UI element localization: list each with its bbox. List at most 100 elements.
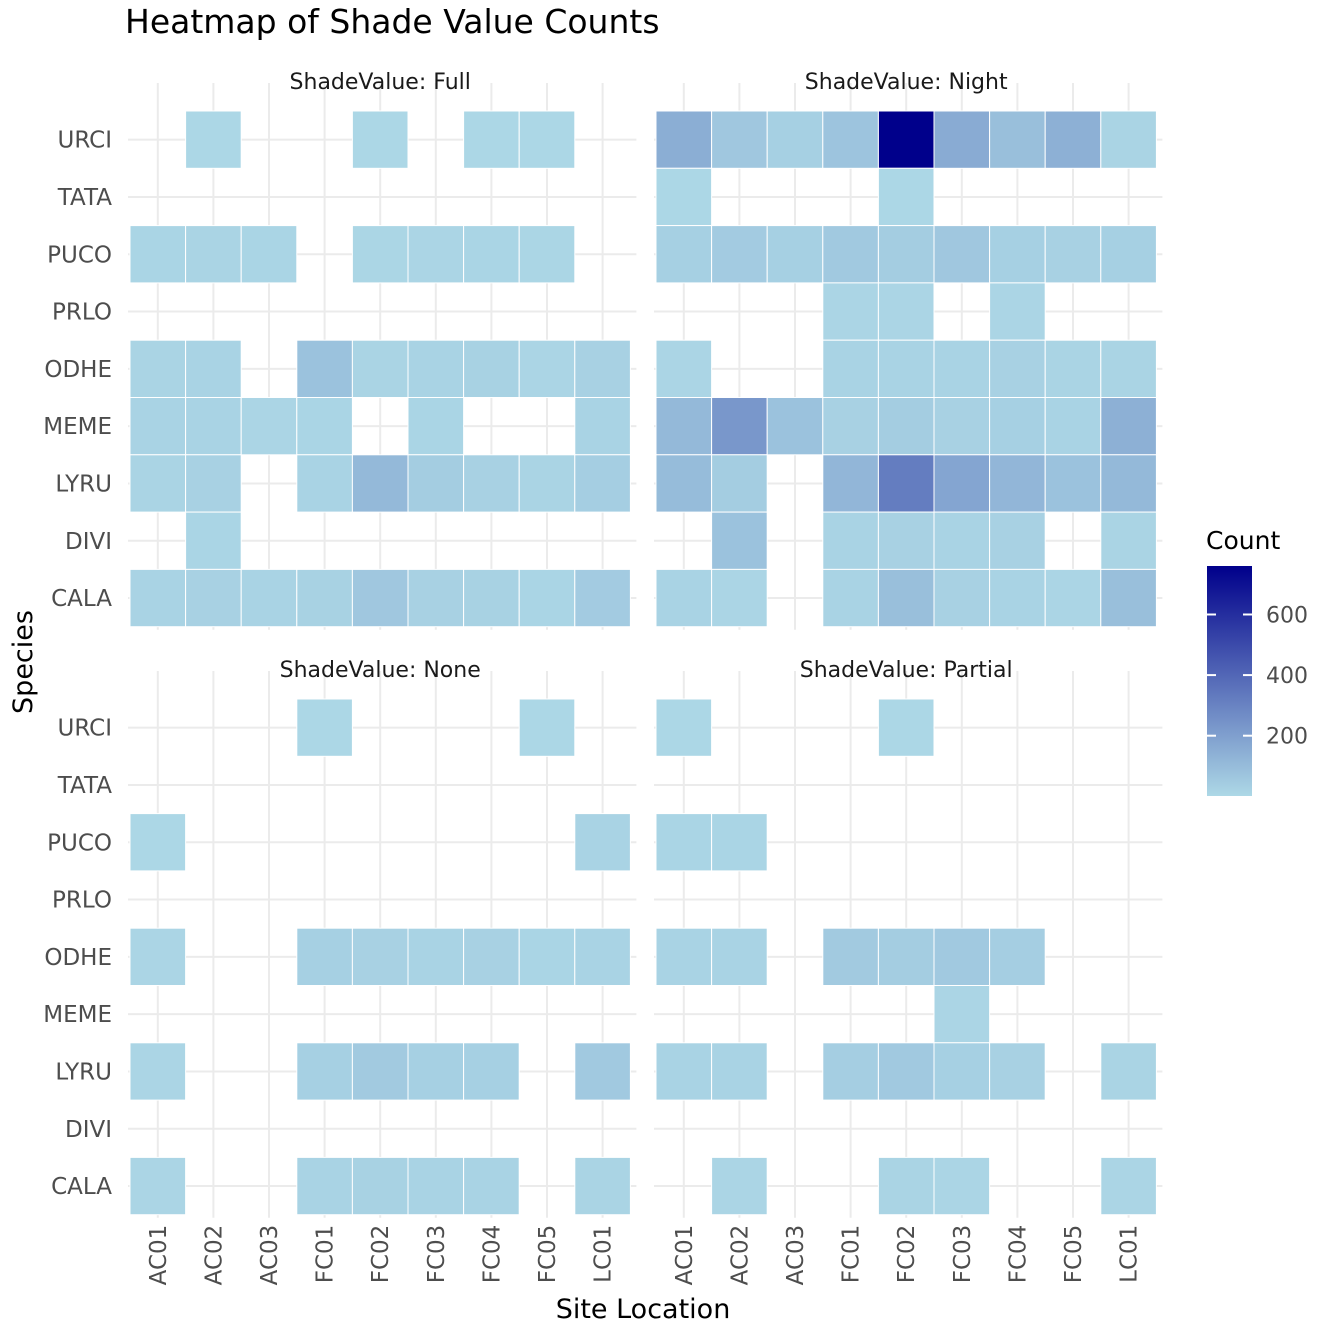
heatmap-cell: LYRU / LC01: 55 <box>574 1042 631 1101</box>
y-tick-label: PRLO <box>52 300 112 326</box>
heatmap-cell: PRLO / FC04: 10 <box>989 282 1046 341</box>
heatmap-cell: CALA / FC03: 20 <box>407 1156 465 1216</box>
heatmap-cell: CALA / AC01: 10 <box>129 1156 187 1216</box>
heatmap-cell: URCI / AC03: 30 <box>766 110 824 169</box>
heatmap-cell: CALA / FC02: 90 <box>877 568 935 628</box>
heatmap-cell: LYRU / FC02: 320 <box>877 454 935 513</box>
heatmap-cell: ODHE / LC01: 15 <box>1100 339 1157 399</box>
heatmap-cell: ODHE / FC01: 80 <box>296 339 353 399</box>
heatmap-cell: ODHE / FC03: 18 <box>407 339 465 399</box>
heatmap-cell: PUCO / AC03: 12 <box>240 225 298 284</box>
heatmap-cell: LYRU / FC02: 50 <box>351 1042 409 1101</box>
heatmap-cell: LYRU / LC01: 110 <box>1100 454 1157 513</box>
heatmap-cell: ODHE / FC01: 20 <box>822 339 879 399</box>
heatmap-cell: URCI / FC04: 5 <box>463 110 520 169</box>
heatmap-cell: PUCO / AC02: 15 <box>185 225 242 284</box>
heatmap-cell: ODHE / FC02: 15 <box>351 339 409 399</box>
x-tick-label: FC03 <box>950 1225 976 1284</box>
heatmap-cell: ODHE / FC02: 25 <box>351 927 409 987</box>
x-tick-label: FC04 <box>1005 1225 1031 1284</box>
y-tick-label: URCI <box>57 716 112 742</box>
facet-panels: ShadeValue: Full URCI / AC02: 5 URCI / FC0… <box>43 70 1163 1286</box>
heatmap-cell: LYRU / FC04: 25 <box>463 454 520 513</box>
heatmap-cell: ODHE / FC05: 12 <box>518 927 576 987</box>
heatmap-cell: MEME / AC01: 110 <box>655 397 713 456</box>
heatmap-cell: LYRU / AC01: 20 <box>655 1042 713 1101</box>
heatmap-cell: CALA / AC03: 18 <box>240 568 298 628</box>
facet-panel: ShadeValue: Full URCI / AC02: 5 URCI / FC0… <box>43 70 637 630</box>
heatmap-cell: ODHE / AC01: 15 <box>129 339 187 399</box>
heatmap-cell: MEME / FC01: 12 <box>296 397 353 456</box>
legend-tick-label: 600 <box>1266 603 1308 628</box>
heatmap-cell: URCI / FC02: 760 <box>877 110 935 169</box>
heatmap-cell: DIVI / AC02: 80 <box>711 511 768 570</box>
heatmap-cell: CALA / AC02: 10 <box>711 1156 768 1216</box>
facet-panel: ShadeValue: None URCI / FC01: 5 URCI / FC0… <box>43 658 637 1286</box>
heatmap-cell: PUCO / FC01: 55 <box>822 225 879 284</box>
x-tick-label: AC02 <box>727 1225 753 1286</box>
y-tick-label: TATA <box>57 185 112 211</box>
heatmap-cell: URCI / AC02: 60 <box>711 110 768 169</box>
heatmap-cell: URCI / AC01: 150 <box>655 110 713 169</box>
heatmap-cell: CALA / FC01: 22 <box>296 568 353 628</box>
facet-label: ShadeValue: None <box>280 658 481 683</box>
color-legend: Count 200 400 600 <box>1206 526 1308 796</box>
facet-panel: ShadeValue: NightURCI / AC01: 150URCI / … <box>654 70 1163 630</box>
heatmap-cell: CALA / LC01: 10 <box>1100 1156 1157 1216</box>
heatmap-cell: CALA / AC01: 20 <box>655 568 713 628</box>
heatmap-cell: URCI / LC01: 15 <box>1100 110 1157 169</box>
heatmap-cell: ODHE / FC05: 10 <box>518 339 576 399</box>
legend-color-bar <box>1207 566 1252 796</box>
heatmap-cell: LYRU / FC04: 25 <box>989 1042 1046 1101</box>
heatmap-cell: PUCO / FC02: 40 <box>877 225 935 284</box>
y-tick-label: ODHE <box>44 945 112 971</box>
heatmap-cell: ODHE / LC01: 25 <box>574 339 631 399</box>
heatmap-cell: ODHE / FC03: 20 <box>933 339 991 399</box>
heatmap-cell: LYRU / FC05: 15 <box>518 454 576 513</box>
heatmap-cell: CALA / AC01: 20 <box>129 568 187 628</box>
heatmap-cell: URCI / AC02: 5 <box>185 110 242 169</box>
heatmap-cell: LYRU / LC01: 35 <box>574 454 631 513</box>
heatmap-cell: PUCO / AC02: 45 <box>711 225 768 284</box>
heatmap-cell: MEME / FC03: 25 <box>933 397 991 456</box>
heatmap-cell: DIVI / FC04: 25 <box>989 511 1046 570</box>
heatmap-cell: ODHE / FC01: 50 <box>822 927 879 987</box>
heatmap-cell: MEME / LC01: 20 <box>574 397 631 456</box>
heatmap-cell: LYRU / FC05: 80 <box>1044 454 1102 513</box>
heatmap-cell: MEME / AC02: 20 <box>185 397 242 456</box>
heatmap-cell: CALA / FC02: 22 <box>351 1156 409 1216</box>
facet-label: ShadeValue: Partial <box>800 658 1013 683</box>
heatmap-cell: ODHE / FC02: 40 <box>877 927 935 987</box>
legend-tick-label: 200 <box>1266 725 1308 750</box>
heatmap-cell: PUCO / AC01: 12 <box>655 813 713 872</box>
chart-title: Heatmap of Shade Value Counts <box>125 2 660 41</box>
heatmap-cell: ODHE / LC01: 20 <box>574 927 631 987</box>
facet-label: ShadeValue: Full <box>290 70 471 95</box>
heatmap-cell: MEME / FC05: 20 <box>1044 397 1102 456</box>
heatmap-cell: CALA / AC02: 25 <box>185 568 242 628</box>
heatmap-cell: PUCO / FC02: 8 <box>351 225 409 284</box>
heatmap-cell: LYRU / AC02: 20 <box>711 1042 768 1101</box>
heatmap-cell: LYRU / FC03: 180 <box>933 454 991 513</box>
heatmap-cell: CALA / FC02: 60 <box>351 568 409 628</box>
heatmap-cell: MEME / FC03: 12 <box>407 397 465 456</box>
x-tick-label: FC01 <box>313 1225 339 1284</box>
heatmap-cell: PRLO / FC02: 10 <box>877 282 935 341</box>
heatmap-cell: ODHE / FC03: 55 <box>933 927 991 987</box>
heatmap-cell: CALA / FC03: 25 <box>407 568 465 628</box>
heatmap-cell: TATA / AC01: 5 <box>655 167 713 227</box>
heatmap-cell: CALA / FC01: 20 <box>822 568 879 628</box>
y-tick-label: TATA <box>57 773 112 799</box>
heatmap-cell: ODHE / AC01: 10 <box>655 339 713 399</box>
heatmap-cell: LYRU / AC01: 15 <box>129 454 187 513</box>
y-tick-label: ODHE <box>44 357 112 383</box>
x-tick-label: LC01 <box>591 1225 617 1283</box>
x-tick-label: AC01 <box>146 1225 172 1286</box>
heatmap-cell: MEME / FC04: 30 <box>989 397 1046 456</box>
x-tick-label: FC02 <box>894 1225 920 1284</box>
heatmap-cell: DIVI / FC03: 20 <box>933 511 991 570</box>
heatmap-cell: ODHE / AC02: 20 <box>711 927 768 987</box>
heatmap-cell: LYRU / AC02: 25 <box>185 454 242 513</box>
heatmap-cell: LYRU / FC01: 35 <box>822 1042 879 1101</box>
